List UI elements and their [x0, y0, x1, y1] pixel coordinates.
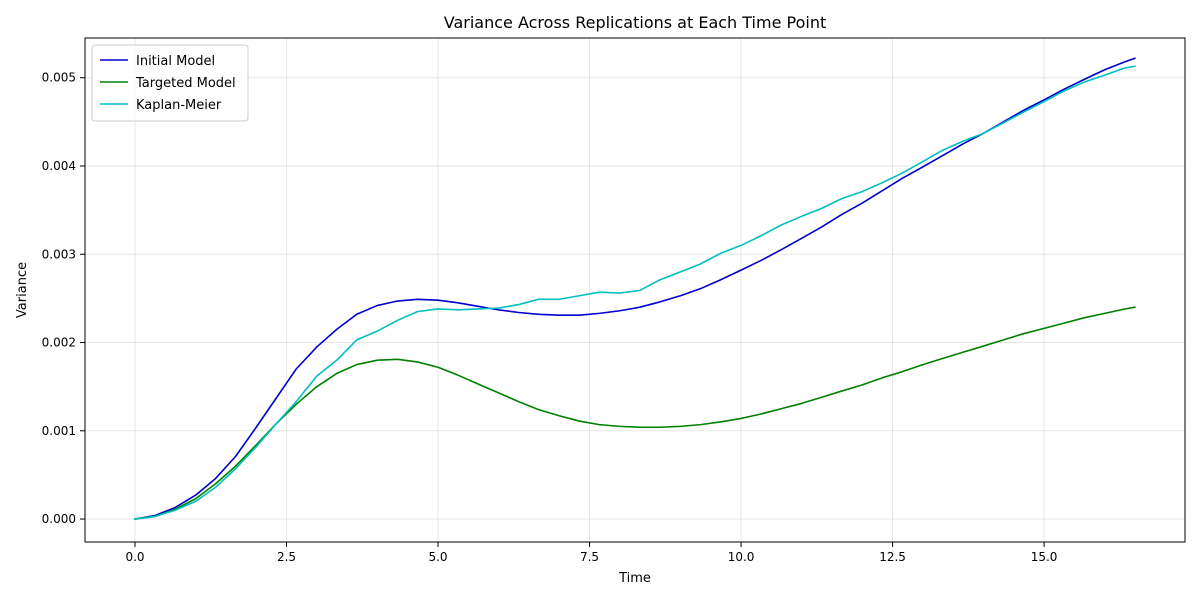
series-line-2 — [134, 306, 1136, 520]
legend-label-2: Targeted Model — [135, 76, 236, 91]
legend-box — [91, 44, 249, 122]
legend: Initial Model Targeted Model Kaplan-Meier — [91, 44, 249, 122]
series-line-3 — [134, 65, 1136, 520]
y-tick-label-5: 0.005 — [42, 71, 76, 85]
legend-label-1: Initial Model — [136, 54, 215, 69]
x-tick-label-1: 2.5 — [277, 550, 296, 564]
series-line-1 — [134, 57, 1136, 520]
plot-frame — [84, 37, 1186, 543]
x-tick-label-4: 10.0 — [728, 550, 755, 564]
x-tick-label-0: 0.0 — [125, 550, 144, 564]
y-tick-label-2: 0.002 — [42, 336, 76, 350]
x-axis-label: Time — [618, 571, 651, 586]
y-tick-label-3: 0.003 — [42, 247, 76, 261]
y-tick-label-1: 0.001 — [42, 424, 76, 438]
x-tick-label-3: 7.5 — [580, 550, 599, 564]
series-lines — [134, 57, 1136, 520]
y-axis-ticks: 0.000 0.001 0.002 0.003 0.004 0.005 — [42, 71, 85, 526]
x-tick-label-5: 12.5 — [879, 550, 906, 564]
x-tick-label-2: 5.0 — [428, 550, 447, 564]
chart-title: Variance Across Replications at Each Tim… — [444, 13, 826, 32]
y-tick-label-4: 0.004 — [42, 159, 76, 173]
x-tick-label-6: 15.0 — [1031, 550, 1058, 564]
y-axis-label: Variance — [15, 262, 30, 318]
legend-label-3: Kaplan-Meier — [136, 98, 222, 113]
grid-lines — [85, 38, 1185, 542]
x-axis-ticks: 0.0 2.5 5.0 7.5 10.0 12.5 15.0 — [125, 542, 1057, 564]
y-tick-label-0: 0.000 — [42, 512, 76, 526]
